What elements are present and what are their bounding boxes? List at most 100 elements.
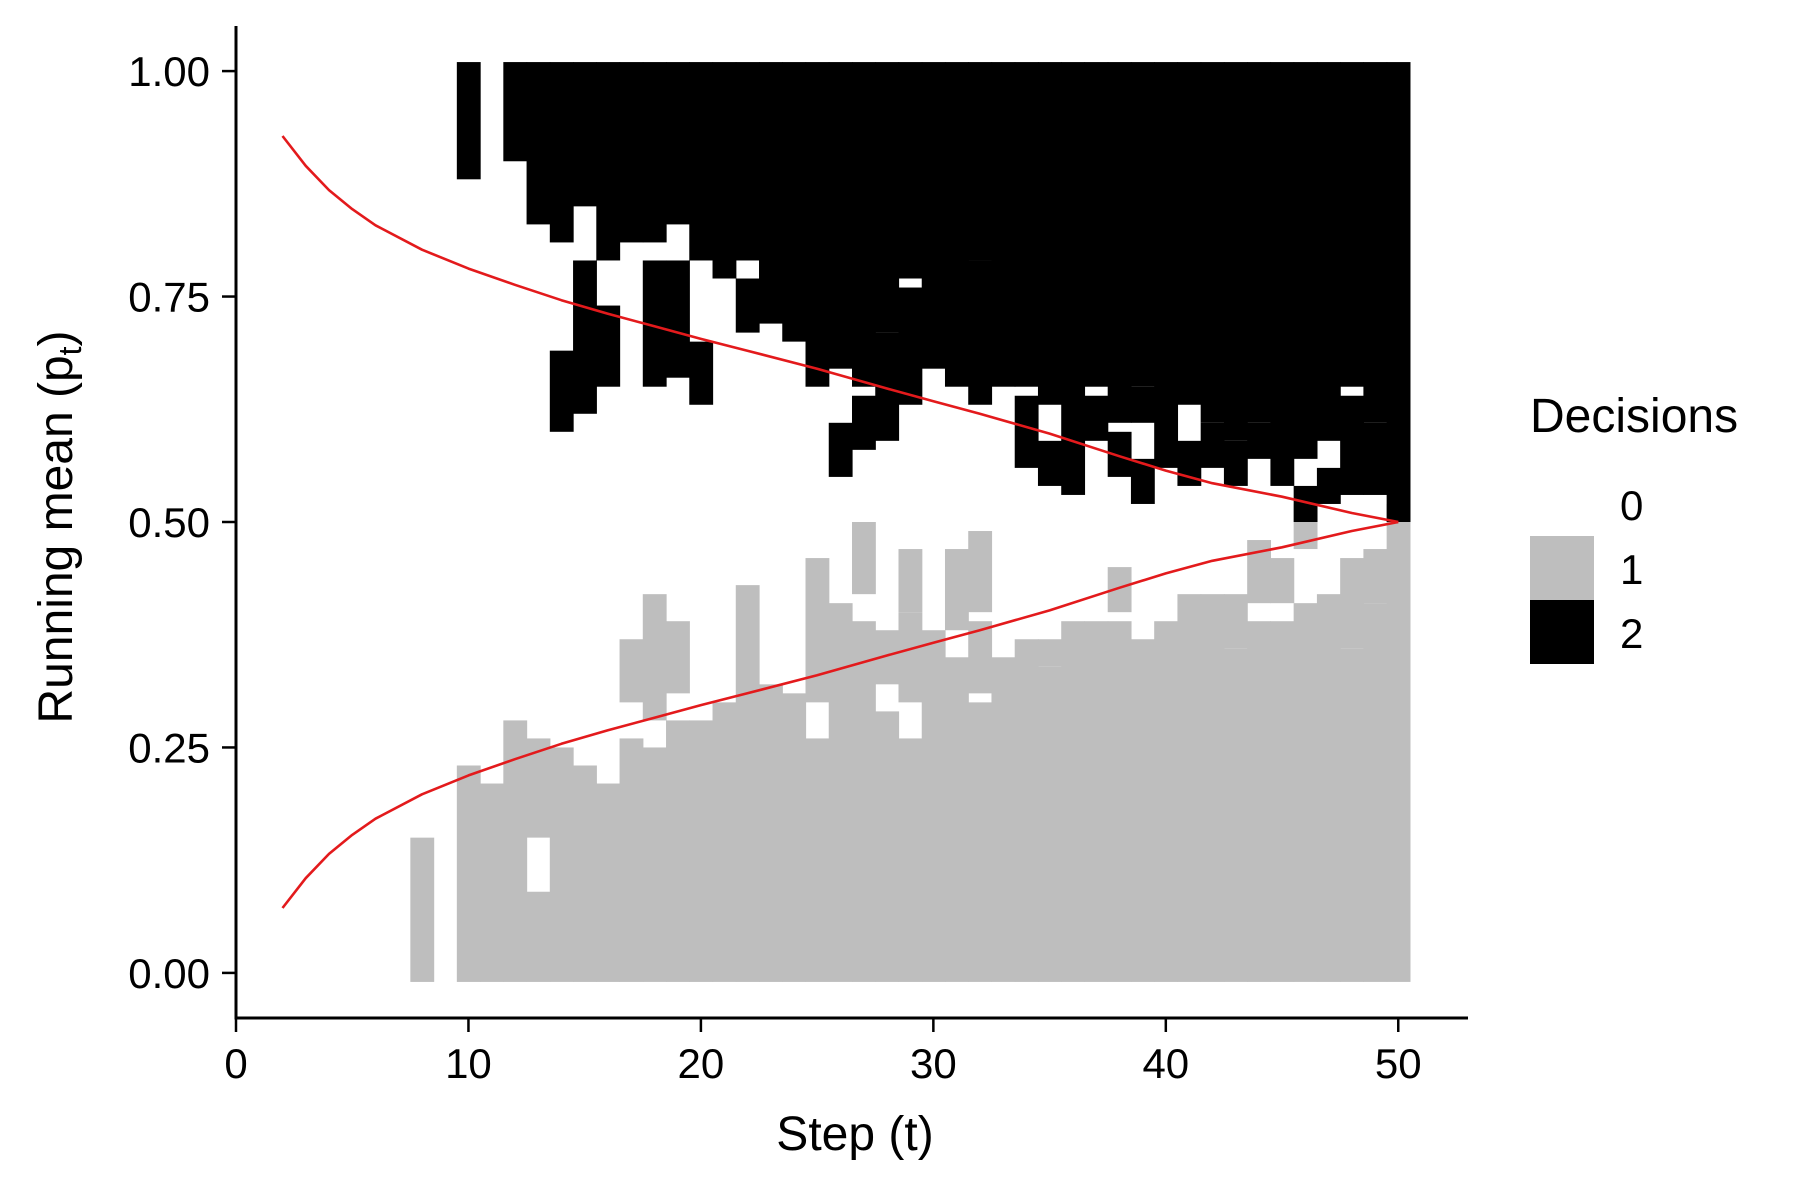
decision-1-tile — [968, 531, 993, 613]
decision-1-tile — [549, 747, 574, 982]
decision-2-tile — [1363, 422, 1388, 495]
decision-1-tile — [1037, 639, 1062, 667]
decision-1-tile — [1130, 639, 1155, 982]
legend: Decisions 0 1 2 — [1530, 390, 1738, 664]
decision-1-tile — [503, 720, 528, 982]
decision-1-tile — [666, 621, 690, 694]
decision-2-tile — [991, 62, 1016, 387]
decision-1-tile — [1270, 558, 1295, 604]
decision-2-tile — [1154, 62, 1179, 468]
decision-2-tile — [596, 62, 621, 261]
decision-1-tile — [526, 891, 551, 982]
decision-1-tile — [1223, 648, 1248, 982]
y-tick-label: 0.25 — [128, 724, 210, 771]
y-tick-label: 0.75 — [128, 274, 210, 321]
decision-2-tile — [642, 62, 667, 243]
decision-2-tile — [1200, 62, 1225, 423]
legend-label-0: 0 — [1620, 482, 1643, 529]
decision-1-tile — [642, 594, 667, 721]
decision-2-tile — [898, 62, 923, 279]
decision-1-tile — [619, 639, 644, 703]
decision-2-tile — [1200, 422, 1225, 468]
decision-1-tile — [1363, 549, 1388, 604]
decision-2-tile — [898, 287, 923, 405]
decision-2-tile — [1247, 62, 1272, 423]
decision-2-tile — [1223, 440, 1248, 486]
decision-1-tile — [1177, 594, 1202, 982]
decision-1-tile — [1200, 594, 1225, 982]
decision-2-tile — [1084, 395, 1109, 441]
decision-2-tile — [573, 260, 597, 414]
decision-2-tile — [1270, 62, 1295, 486]
decision-2-tile — [968, 260, 993, 405]
decision-2-tile — [619, 62, 644, 243]
decision-1-tile — [1247, 621, 1272, 982]
decision-2-tile — [1340, 395, 1364, 495]
decision-1-tile — [619, 738, 644, 982]
x-axis-title: Step (t) — [776, 1108, 933, 1161]
decision-1-tile — [480, 783, 504, 982]
decision-2-tile — [1107, 431, 1132, 477]
decision-2-tile — [503, 62, 528, 162]
decision-2-tile — [968, 62, 993, 261]
decision-1-tile — [526, 738, 551, 838]
decision-2-tile — [549, 350, 574, 432]
decision-2-tile — [526, 62, 551, 225]
decision-1-tile — [875, 711, 900, 982]
legend-title: Decisions — [1530, 390, 1738, 443]
decision-1-tile — [1340, 558, 1364, 649]
decision-1-tile — [666, 720, 690, 982]
decision-2-tile — [828, 62, 853, 369]
decision-1-tile — [759, 684, 783, 982]
x-tick-label: 50 — [1375, 1040, 1422, 1087]
decision-2-tile — [642, 260, 667, 387]
decision-1-tile — [968, 621, 993, 694]
decision-1-tile — [456, 765, 481, 982]
decision-2-tile — [875, 62, 900, 333]
decision-1-tile — [573, 765, 597, 982]
decision-2-tile — [852, 62, 876, 387]
legend-key-2 — [1530, 600, 1594, 664]
decision-1-tile — [1107, 567, 1132, 613]
decision-2-tile — [573, 62, 597, 207]
decision-2-tile — [735, 278, 760, 333]
decision-1-tile — [1154, 621, 1179, 982]
decision-2-tile — [456, 62, 481, 180]
decision-2-tile — [1363, 62, 1388, 423]
decision-1-tile — [852, 621, 876, 982]
decision-1-tile — [944, 549, 969, 631]
upper-threshold-curve — [281, 135, 1399, 524]
decision-1-tile — [968, 702, 993, 982]
decision-2-tile — [944, 62, 969, 387]
decision-2-tile — [782, 62, 807, 342]
decision-1-tile — [898, 612, 923, 703]
decision-1-tile — [828, 603, 853, 982]
decision-2-tile — [1107, 62, 1132, 423]
decision-1-tile — [1386, 503, 1411, 982]
decision-2-tile — [828, 422, 853, 477]
x-tick-label: 10 — [445, 1040, 492, 1087]
x-tick-label: 0 — [224, 1040, 247, 1087]
decision-1-tile — [852, 522, 876, 595]
decision-1-tile — [1340, 648, 1364, 982]
decision-2-tile — [1084, 62, 1109, 387]
y-axis-title-subscript: t — [52, 346, 88, 355]
decision-2-tile — [666, 62, 690, 225]
decision-2-tile — [875, 332, 900, 441]
legend-label-1: 1 — [1620, 546, 1643, 593]
decision-2-tile — [1061, 62, 1086, 495]
decision-2-tile — [1014, 395, 1039, 468]
y-tick-label: 0.50 — [128, 499, 210, 546]
legend-label-2: 2 — [1620, 610, 1643, 657]
decision-2-tile — [1037, 440, 1062, 486]
decision-2-tile — [735, 62, 760, 261]
decision-2-tile — [1223, 62, 1248, 441]
decision-2-tile — [1130, 62, 1155, 387]
decision-2-tile — [1014, 62, 1039, 387]
decision-2-tile — [549, 62, 574, 243]
decision-1-tile — [410, 837, 435, 982]
decision-2-tile — [1386, 62, 1411, 522]
x-tick-label: 40 — [1142, 1040, 1189, 1087]
y-axis-title-close: ) — [30, 330, 83, 346]
threshold-curves — [281, 135, 1399, 909]
